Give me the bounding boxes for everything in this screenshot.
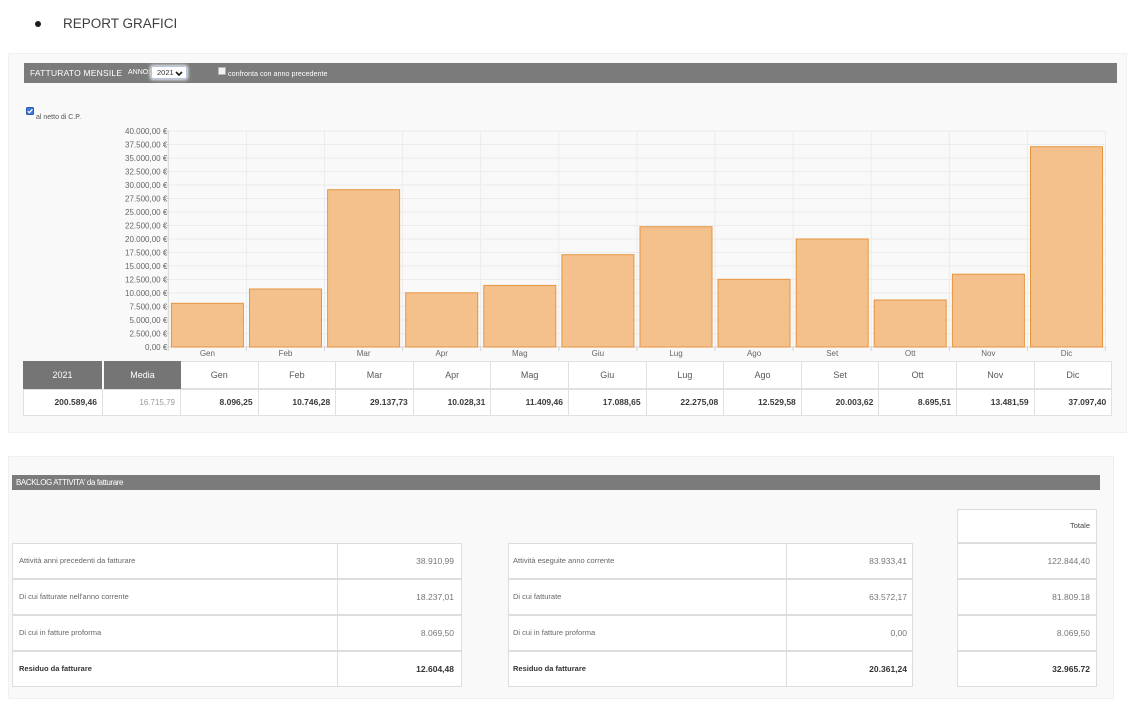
svg-text:40.000,00 €: 40.000,00 €: [125, 127, 168, 136]
svg-text:7.500,00 €: 7.500,00 €: [129, 302, 167, 311]
svg-text:Nov: Nov: [981, 349, 995, 358]
svg-text:0,00 €: 0,00 €: [145, 343, 168, 352]
svg-text:25.000,00 €: 25.000,00 €: [125, 208, 168, 217]
svg-text:30.000,00 €: 30.000,00 €: [125, 181, 168, 190]
svg-text:32.500,00 €: 32.500,00 €: [125, 167, 168, 176]
svg-text:Mar: Mar: [357, 349, 371, 358]
svg-text:37.500,00 €: 37.500,00 €: [125, 140, 168, 149]
svg-text:17.500,00 €: 17.500,00 €: [125, 248, 168, 257]
svg-text:27.500,00 €: 27.500,00 €: [125, 194, 168, 203]
svg-text:35.000,00 €: 35.000,00 €: [125, 154, 168, 163]
svg-text:Giu: Giu: [592, 349, 604, 358]
svg-text:Mag: Mag: [512, 349, 528, 358]
svg-text:20.000,00 €: 20.000,00 €: [125, 235, 168, 244]
svg-text:Lug: Lug: [669, 349, 682, 358]
svg-text:5.000,00 €: 5.000,00 €: [129, 316, 167, 325]
svg-text:Gen: Gen: [200, 349, 215, 358]
svg-text:22.500,00 €: 22.500,00 €: [125, 221, 168, 230]
svg-text:Apr: Apr: [435, 349, 448, 358]
svg-text:Dic: Dic: [1061, 349, 1073, 358]
svg-text:Ago: Ago: [747, 349, 762, 358]
svg-text:2.500,00 €: 2.500,00 €: [129, 329, 167, 338]
svg-text:10.000,00 €: 10.000,00 €: [125, 289, 168, 298]
svg-text:15.000,00 €: 15.000,00 €: [125, 262, 168, 271]
svg-text:Set: Set: [826, 349, 839, 358]
svg-text:Ott: Ott: [905, 349, 916, 358]
svg-text:Feb: Feb: [279, 349, 293, 358]
svg-text:12.500,00 €: 12.500,00 €: [125, 275, 168, 284]
